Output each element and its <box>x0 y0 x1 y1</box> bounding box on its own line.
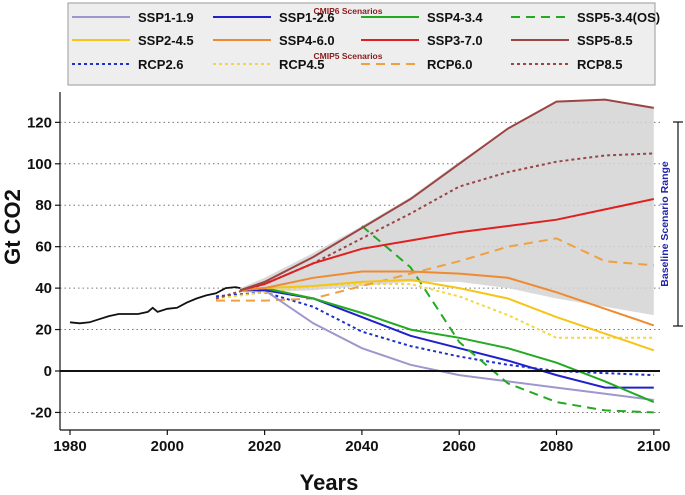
series-historical <box>69 286 241 325</box>
x-tick-label: 2020 <box>248 438 281 455</box>
baseline-range-area <box>240 99 654 316</box>
legend-label: RCP4.5 <box>279 57 325 72</box>
series-ssp1-1-9 <box>240 289 654 401</box>
legend: CMIP6 Scenarios CMIP5 Scenarios SSP1-1.9… <box>67 2 660 86</box>
y-tick-label: 80 <box>35 197 52 214</box>
baseline-range-annotation: Baseline Scenario Range <box>659 121 683 327</box>
legend-label: SSP3-7.0 <box>427 33 483 48</box>
legend-label: SSP1-2.6 <box>279 10 335 25</box>
series-ssp1-2-6 <box>240 289 654 389</box>
series-ssp3-7-0 <box>240 198 655 292</box>
y-tick-label: 40 <box>35 280 52 297</box>
legend-label: RCP2.6 <box>138 57 184 72</box>
baseline-range-band <box>240 99 654 316</box>
legend-label: SSP1-1.9 <box>138 10 194 25</box>
y-tick-label: 100 <box>27 156 52 173</box>
cmip6-header: CMIP6 Scenarios <box>314 6 383 16</box>
series-ssp5-8-5 <box>239 98 654 292</box>
baseline-range-label: Baseline Scenario Range <box>659 161 671 287</box>
legend-label: RCP8.5 <box>577 57 623 72</box>
series-rcp2-6 <box>215 291 654 377</box>
series-rcp8-5 <box>215 152 654 300</box>
y-tick-label: 60 <box>35 239 52 256</box>
x-tick-label: 2060 <box>443 438 476 455</box>
x-tick-label: 1980 <box>53 438 86 455</box>
legend-label: SSP2-4.5 <box>138 33 194 48</box>
x-tick-label: 2000 <box>151 438 184 455</box>
series-ssp2-4-5 <box>240 278 655 352</box>
legend-label: SSP5-8.5 <box>577 33 633 48</box>
series-ssp4-6-0 <box>240 270 655 327</box>
x-axis-title: Years <box>300 470 359 495</box>
legend-label: SSP4-6.0 <box>279 33 335 48</box>
y-tick-label: 20 <box>35 322 52 339</box>
series-lines <box>69 98 655 414</box>
y-axis-title: Gt CO2 <box>0 189 25 265</box>
x-tick-label: 2080 <box>540 438 573 455</box>
legend-label: SSP5-3.4(OS) <box>577 10 660 25</box>
y-tick-label: 120 <box>27 114 52 131</box>
cmip5-header: CMIP5 Scenarios <box>314 51 383 61</box>
series-rcp4-5 <box>215 283 654 339</box>
legend-label: RCP6.0 <box>427 57 473 72</box>
legend-label: SSP4-3.4 <box>427 10 483 25</box>
series-ssp4-3-4 <box>240 287 655 404</box>
series-ssp5-3-4-os <box>361 225 654 414</box>
x-tick-label: 2100 <box>637 438 670 455</box>
y-tick-label: 0 <box>44 363 52 380</box>
y-tick-label: -20 <box>30 404 52 421</box>
x-tick-label: 2040 <box>345 438 378 455</box>
